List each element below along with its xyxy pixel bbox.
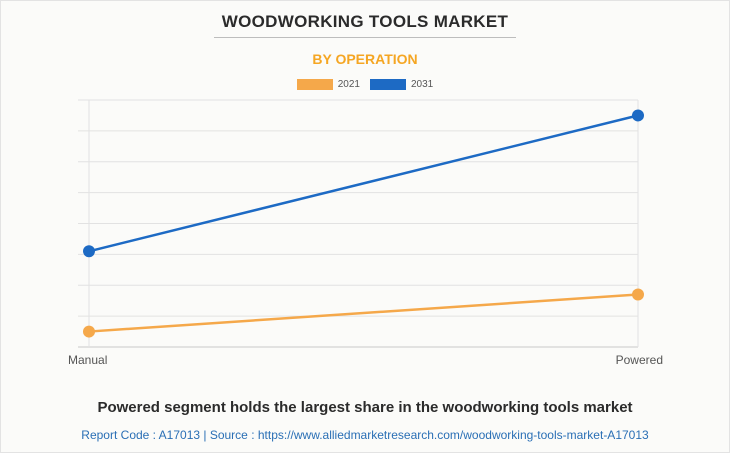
legend-label-2021: 2021	[337, 79, 360, 90]
data-point-2021	[83, 325, 95, 338]
data-point-2031	[83, 245, 95, 258]
x-tick-label: Manual	[68, 353, 107, 367]
chart-subtitle: BY OPERATION	[312, 51, 418, 67]
data-point-2021	[632, 288, 644, 301]
legend-swatch-2031	[370, 79, 406, 90]
legend-label-2031: 2031	[411, 79, 434, 90]
data-point-2031	[632, 109, 644, 122]
series-line-2031	[88, 114, 639, 253]
legend-item-2031[interactable]: 2031	[370, 79, 433, 90]
title-divider	[214, 37, 516, 38]
chart-caption: Powered segment holds the largest share …	[97, 399, 633, 416]
chart-legend: 2021 2031	[0, 79, 730, 90]
source-line[interactable]: Report Code : A17013 | Source : https://…	[81, 428, 649, 442]
legend-item-2021[interactable]: 2021	[296, 79, 360, 90]
x-tick-label: Powered	[616, 353, 663, 367]
series-line-2021	[88, 293, 639, 333]
chart-title: WOODWORKING TOOLS MARKET	[221, 12, 509, 31]
legend-swatch-2021	[296, 79, 333, 90]
